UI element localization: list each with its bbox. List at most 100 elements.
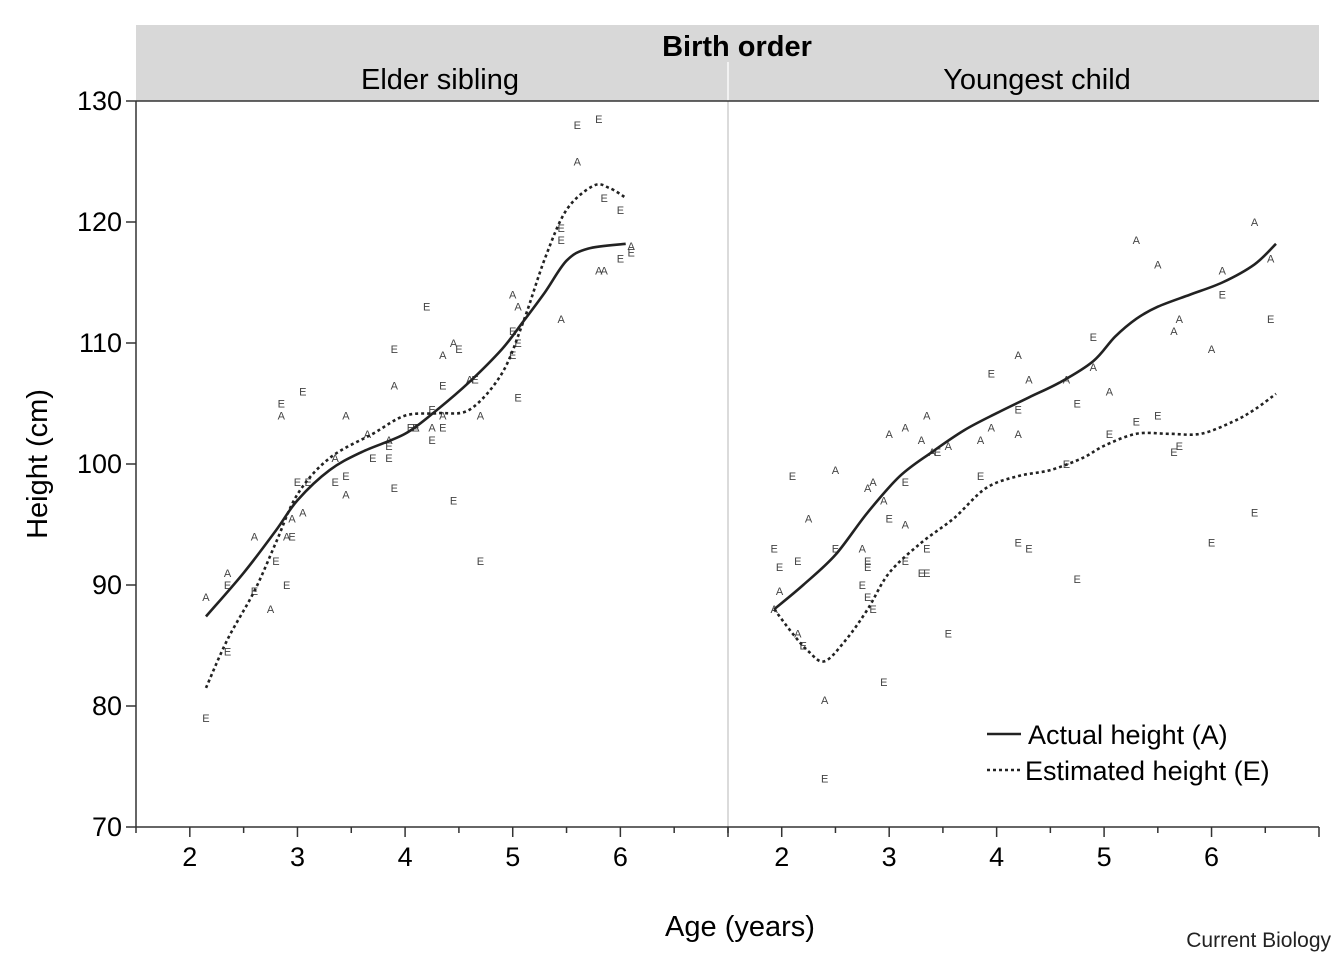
point-actual: A xyxy=(1208,344,1216,356)
x-tick-label: 4 xyxy=(398,842,413,872)
point-estimated: E xyxy=(224,647,231,659)
point-actual: A xyxy=(428,423,436,435)
point-estimated: E xyxy=(627,247,634,259)
y-tick-label: 130 xyxy=(77,86,122,116)
point-estimated: E xyxy=(305,477,312,489)
point-estimated: E xyxy=(617,205,624,217)
y-tick-label: 120 xyxy=(77,207,122,237)
point-estimated: E xyxy=(1106,429,1113,441)
point-estimated: E xyxy=(945,628,952,640)
y-tick-label: 90 xyxy=(92,570,122,600)
point-actual: A xyxy=(364,429,372,441)
point-actual: A xyxy=(224,568,232,580)
point-estimated: E xyxy=(224,580,231,592)
point-actual: A xyxy=(864,483,872,495)
point-actual: A xyxy=(1014,429,1022,441)
point-actual: A xyxy=(988,423,996,435)
point-estimated: E xyxy=(299,386,306,398)
point-estimated: E xyxy=(1154,411,1161,423)
point-actual: A xyxy=(902,423,910,435)
x-tick-label: 2 xyxy=(182,842,197,872)
point-actual: A xyxy=(331,453,339,465)
point-estimated: E xyxy=(294,477,301,489)
point-estimated: E xyxy=(776,562,783,574)
point-estimated: E xyxy=(278,399,285,411)
point-actual: A xyxy=(601,265,609,277)
point-estimated: E xyxy=(342,471,349,483)
panel-title-youngest-child: Youngest child xyxy=(943,64,1131,96)
point-estimated: E xyxy=(450,495,457,507)
point-estimated: E xyxy=(923,544,930,556)
point-actual: A xyxy=(1219,265,1227,277)
point-actual: A xyxy=(794,628,802,640)
y-tick-label: 80 xyxy=(92,691,122,721)
legend-label-estimated: Estimated height (E) xyxy=(1025,756,1270,786)
x-tick-label: 5 xyxy=(505,842,520,872)
point-actual: A xyxy=(509,290,517,302)
point-actual: A xyxy=(805,513,813,525)
point-estimated: E xyxy=(391,483,398,495)
point-actual: A xyxy=(267,604,275,616)
point-actual: A xyxy=(251,532,259,544)
point-actual: A xyxy=(1014,350,1022,362)
point-actual: A xyxy=(439,350,447,362)
point-actual: A xyxy=(945,441,953,453)
point-actual: A xyxy=(880,495,888,507)
point-estimated: E xyxy=(412,423,419,435)
x-tick-label: 6 xyxy=(613,842,628,872)
point-actual: A xyxy=(288,513,296,525)
x-axis-ticks: 2 3 4 5 6 2 3 4 5 6 xyxy=(135,827,1320,872)
x-tick-label: 3 xyxy=(882,842,897,872)
point-estimated: E xyxy=(880,677,887,689)
point-actual: A xyxy=(342,489,350,501)
point-estimated: E xyxy=(902,477,909,489)
point-estimated: E xyxy=(428,435,435,447)
point-actual: A xyxy=(412,423,420,435)
point-estimated: E xyxy=(471,374,478,386)
x-tick-label: 2 xyxy=(774,842,789,872)
point-estimated: E xyxy=(439,423,446,435)
point-actual: A xyxy=(1106,386,1114,398)
point-estimated: E xyxy=(988,368,995,380)
series-line-estimated xyxy=(773,392,1277,663)
point-estimated: E xyxy=(455,344,462,356)
x-tick-label: 3 xyxy=(290,842,305,872)
point-actual: A xyxy=(1251,217,1259,229)
point-estimated: E xyxy=(1090,332,1097,344)
point-estimated: E xyxy=(251,586,258,598)
point-estimated: E xyxy=(369,453,376,465)
point-estimated: E xyxy=(407,423,414,435)
point-estimated: E xyxy=(1074,399,1081,411)
point-estimated: E xyxy=(331,477,338,489)
point-estimated: E xyxy=(272,556,279,568)
point-estimated: E xyxy=(514,338,521,350)
point-estimated: E xyxy=(789,471,796,483)
point-estimated: E xyxy=(1133,417,1140,429)
y-axis-ticks: 70 80 90 100 110 120 130 xyxy=(77,86,136,842)
point-estimated: E xyxy=(391,344,398,356)
point-actual: A xyxy=(1267,253,1275,265)
point-estimated: E xyxy=(977,471,984,483)
point-estimated: E xyxy=(1219,290,1226,302)
series-line-actual xyxy=(205,242,626,618)
point-estimated: E xyxy=(202,713,209,725)
point-estimated: E xyxy=(1208,538,1215,550)
point-actual: A xyxy=(557,314,565,326)
point-actual: A xyxy=(776,586,784,598)
point-actual: A xyxy=(832,465,840,477)
point-estimated: E xyxy=(385,453,392,465)
point-actual: A xyxy=(450,338,458,350)
point-actual: A xyxy=(278,411,286,423)
point-estimated: E xyxy=(923,568,930,580)
point-estimated: E xyxy=(821,774,828,786)
point-estimated: E xyxy=(794,556,801,568)
x-tick-label: 4 xyxy=(989,842,1004,872)
point-estimated: E xyxy=(283,580,290,592)
point-actual: A xyxy=(1176,314,1184,326)
point-actual: A xyxy=(821,695,829,707)
point-actual: A xyxy=(1090,362,1098,374)
x-axis-label: Age (years) xyxy=(665,911,815,943)
point-estimated: E xyxy=(859,580,866,592)
panel-title-elder-sibling: Elder sibling xyxy=(361,64,519,96)
